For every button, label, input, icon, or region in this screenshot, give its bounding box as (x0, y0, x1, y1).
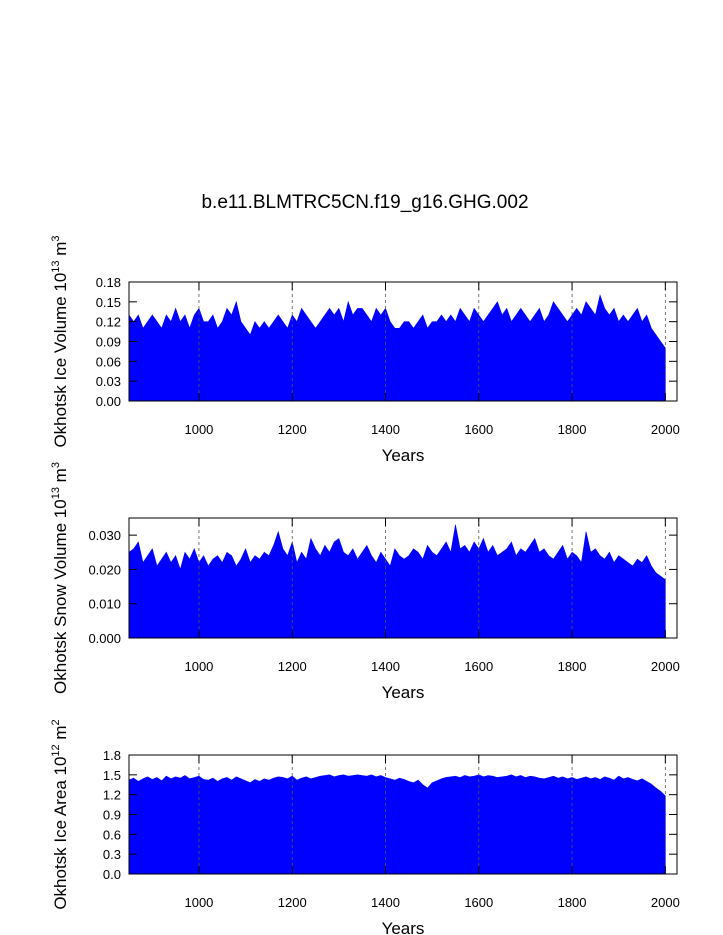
x-tick-label: 1000 (184, 422, 213, 437)
y-tick-label: 0.0 (103, 867, 121, 882)
y-label-exponent: 12 (50, 744, 62, 756)
x-axis-label: Years (382, 683, 425, 702)
x-tick-label: 1600 (464, 422, 493, 437)
y-label-unit: m (51, 468, 70, 487)
y-tick-label: 0.06 (96, 354, 121, 369)
x-tick-label: 1800 (558, 659, 587, 674)
x-tick-label: 2000 (651, 659, 680, 674)
x-tick-label: 1400 (371, 895, 400, 910)
x-tick-label: 1200 (278, 895, 307, 910)
plot-frame (128, 754, 678, 875)
y-tick-label: 0.000 (88, 631, 121, 646)
x-axis-label: Years (382, 446, 425, 465)
x-tick-label: 1600 (464, 895, 493, 910)
y-tick-label: 0.9 (103, 808, 121, 823)
y-label-text: Okhotsk Ice Volume 10 (51, 273, 70, 448)
x-tick-label: 2000 (651, 422, 680, 437)
y-axis-label: Okhotsk Ice Area 1012 m2 (50, 719, 70, 909)
x-tick-label: 1400 (371, 422, 400, 437)
x-tick-label: 1600 (464, 659, 493, 674)
y-tick-label: 0.3 (103, 847, 121, 862)
y-tick-label: 1.5 (103, 768, 121, 783)
x-tick-label: 1000 (184, 659, 213, 674)
chart-title: b.e11.BLMTRC5CN.f19_g16.GHG.002 (201, 192, 528, 213)
y-label-unit-exponent: 2 (50, 719, 62, 725)
x-tick-label: 1400 (371, 659, 400, 674)
y-tick-label: 0.09 (96, 335, 121, 350)
y-label-exponent: 13 (50, 487, 62, 499)
y-tick-label: 0.030 (88, 528, 121, 543)
y-tick-label: 0.03 (96, 374, 121, 389)
x-tick-label: 1800 (558, 422, 587, 437)
y-tick-label: 0.12 (96, 315, 121, 330)
y-axis-label: Okhotsk Snow Volume 1013 m3 (50, 462, 70, 694)
y-tick-label: 0.18 (96, 275, 121, 290)
y-label-text: Okhotsk Ice Area 10 (51, 757, 70, 910)
y-tick-label: 1.8 (103, 748, 121, 763)
x-tick-label: 1200 (278, 659, 307, 674)
y-tick-label: 0.15 (96, 295, 121, 310)
y-label-unit: m (51, 725, 70, 744)
x-tick-label: 1800 (558, 895, 587, 910)
y-label-text: Okhotsk Snow Volume 10 (51, 499, 70, 694)
y-tick-label: 0.6 (103, 827, 121, 842)
area (128, 524, 666, 639)
plot-frame (128, 517, 678, 639)
y-tick-label: 0.020 (88, 562, 121, 577)
y-axis-label: Okhotsk Ice Volume 1013 m3 (50, 235, 70, 447)
y-label-unit-exponent: 3 (50, 235, 62, 241)
y-tick-label: 0.010 (88, 597, 121, 612)
plot-frame (128, 281, 678, 402)
y-label-unit: m (51, 242, 70, 261)
area (128, 294, 666, 402)
x-tick-label: 1200 (278, 422, 307, 437)
area (128, 774, 666, 875)
y-tick-label: 0.00 (96, 394, 121, 409)
y-tick-label: 1.2 (103, 788, 121, 803)
y-label-exponent: 13 (50, 260, 62, 272)
x-axis-label: Years (382, 919, 425, 935)
x-tick-label: 2000 (651, 895, 680, 910)
x-tick-label: 1000 (184, 895, 213, 910)
y-label-unit-exponent: 3 (50, 462, 62, 468)
